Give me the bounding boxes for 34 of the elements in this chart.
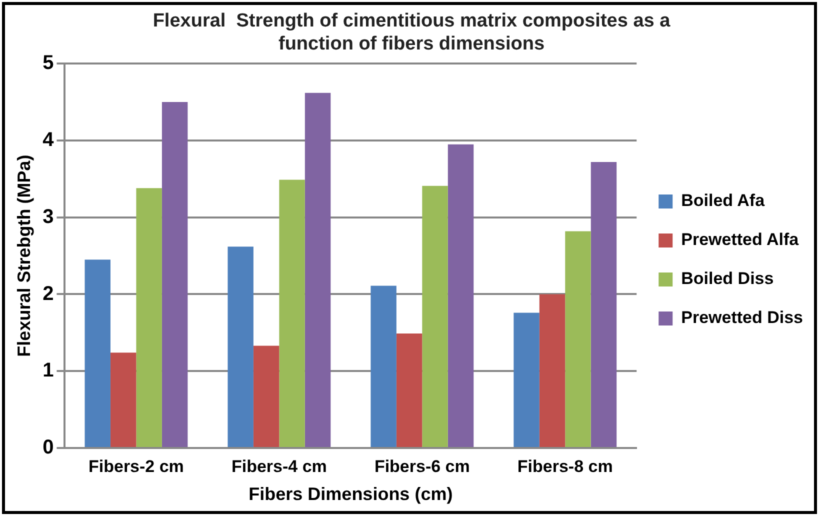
bar bbox=[110, 352, 136, 447]
bar bbox=[514, 312, 540, 447]
bar bbox=[253, 346, 280, 447]
bar bbox=[565, 231, 591, 447]
bar bbox=[304, 92, 331, 447]
y-tick-label: 5 bbox=[42, 52, 54, 74]
bar bbox=[370, 286, 396, 447]
x-axis-title: Fibers Dimensions (cm) bbox=[248, 484, 453, 504]
x-tick-label: Fibers-4 cm bbox=[231, 456, 327, 476]
bar bbox=[279, 180, 305, 447]
x-tick-label: Fibers-2 cm bbox=[88, 456, 184, 476]
legend-label: Boiled Diss bbox=[681, 269, 774, 288]
bar bbox=[162, 102, 188, 447]
text: Flexural Strength of cimentitious matrix composites as a bbox=[152, 10, 670, 32]
legend-label: Boiled Afa bbox=[681, 191, 766, 210]
legend-label: Prewetted Alfa bbox=[681, 230, 800, 250]
x-tick-label: Fibers-8 cm bbox=[517, 456, 613, 476]
y-tick-label: 2 bbox=[42, 282, 54, 305]
y-axis-title: Flexural Strebgth (MPa) bbox=[14, 154, 34, 357]
bar bbox=[590, 162, 617, 447]
y-tick-label: 3 bbox=[42, 206, 54, 228]
bar bbox=[422, 186, 448, 447]
x-tick-label: Fibers-6 cm bbox=[374, 456, 470, 476]
legend-label: Prewetted Diss bbox=[681, 308, 804, 328]
bar bbox=[539, 294, 566, 447]
bar bbox=[396, 333, 422, 447]
y-tick-label: 1 bbox=[42, 360, 54, 382]
bar bbox=[228, 246, 254, 447]
y-tick-label: 0 bbox=[42, 436, 54, 459]
bar bbox=[448, 144, 474, 447]
text: function of fibers dimensions bbox=[278, 33, 545, 54]
y-tick-label: 4 bbox=[42, 128, 55, 151]
bar bbox=[136, 188, 162, 447]
bar bbox=[84, 260, 110, 447]
